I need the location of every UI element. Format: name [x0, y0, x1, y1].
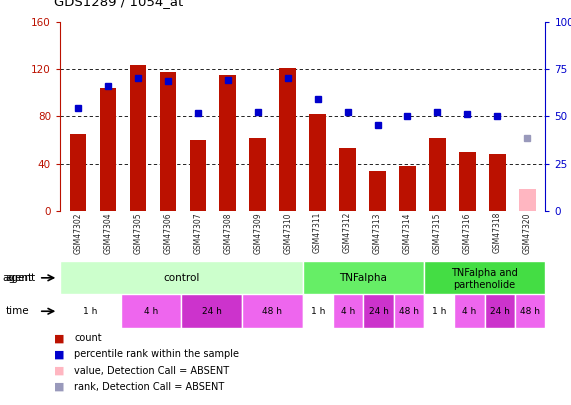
Bar [399, 166, 416, 211]
Bar [159, 72, 176, 211]
Bar [424, 261, 545, 294]
Text: GSM47320: GSM47320 [523, 212, 532, 254]
Text: ■: ■ [54, 333, 65, 343]
Text: GSM47316: GSM47316 [463, 212, 472, 254]
Text: ■: ■ [54, 366, 65, 375]
Text: GDS1289 / 1054_at: GDS1289 / 1054_at [54, 0, 183, 8]
Bar [190, 140, 206, 211]
Text: 1 h: 1 h [432, 307, 447, 316]
Text: 48 h: 48 h [399, 307, 419, 316]
Bar [60, 294, 120, 328]
Text: GSM47310: GSM47310 [283, 212, 292, 254]
Bar [130, 65, 146, 211]
Text: GSM47304: GSM47304 [103, 212, 112, 254]
Text: GSM47305: GSM47305 [134, 212, 142, 254]
Text: time: time [6, 306, 29, 316]
Bar [369, 171, 386, 211]
Bar [339, 148, 356, 211]
Text: GSM47311: GSM47311 [313, 212, 322, 254]
Bar [489, 154, 505, 211]
Bar [393, 294, 424, 328]
Text: 24 h: 24 h [202, 307, 222, 316]
Text: 1 h: 1 h [83, 307, 98, 316]
Text: GSM47302: GSM47302 [74, 212, 82, 254]
Text: TNFalpha: TNFalpha [339, 273, 387, 283]
Text: 48 h: 48 h [520, 307, 540, 316]
Bar [303, 294, 333, 328]
Bar [424, 294, 455, 328]
Bar [485, 294, 515, 328]
Text: 4 h: 4 h [144, 307, 158, 316]
Bar [429, 138, 446, 211]
Text: 4 h: 4 h [463, 307, 477, 316]
Bar [279, 68, 296, 211]
Text: GSM47314: GSM47314 [403, 212, 412, 254]
Text: 24 h: 24 h [490, 307, 510, 316]
Bar [459, 152, 476, 211]
Text: agent: agent [3, 273, 33, 283]
Text: 48 h: 48 h [262, 307, 282, 316]
Text: GSM47312: GSM47312 [343, 212, 352, 254]
Text: ■: ■ [54, 350, 65, 359]
Bar [519, 190, 536, 211]
Bar [120, 294, 182, 328]
Text: agent: agent [6, 273, 36, 283]
Bar [100, 88, 116, 211]
Text: parthenolide: parthenolide [453, 280, 516, 290]
Bar [70, 134, 86, 211]
Text: rank, Detection Call = ABSENT: rank, Detection Call = ABSENT [74, 382, 224, 392]
Bar [333, 294, 363, 328]
Bar [455, 294, 485, 328]
Text: 4 h: 4 h [341, 307, 355, 316]
Bar [219, 75, 236, 211]
Text: count: count [74, 333, 102, 343]
Text: control: control [163, 273, 199, 283]
Bar [250, 138, 266, 211]
Text: GSM47306: GSM47306 [163, 212, 172, 254]
Bar [515, 294, 545, 328]
Text: GSM47309: GSM47309 [253, 212, 262, 254]
Text: GSM47307: GSM47307 [193, 212, 202, 254]
Bar [182, 294, 242, 328]
Text: GSM47313: GSM47313 [373, 212, 382, 254]
Text: 1 h: 1 h [311, 307, 325, 316]
Bar [242, 294, 303, 328]
Text: 24 h: 24 h [368, 307, 388, 316]
Bar [60, 261, 303, 294]
Text: percentile rank within the sample: percentile rank within the sample [74, 350, 239, 359]
Text: ■: ■ [54, 382, 65, 392]
Bar [309, 114, 326, 211]
Text: value, Detection Call = ABSENT: value, Detection Call = ABSENT [74, 366, 230, 375]
Text: GSM47315: GSM47315 [433, 212, 442, 254]
Bar [303, 261, 424, 294]
Text: GSM47308: GSM47308 [223, 212, 232, 254]
Text: TNFalpha and: TNFalpha and [451, 268, 518, 278]
Bar [363, 294, 393, 328]
Text: GSM47318: GSM47318 [493, 212, 502, 254]
